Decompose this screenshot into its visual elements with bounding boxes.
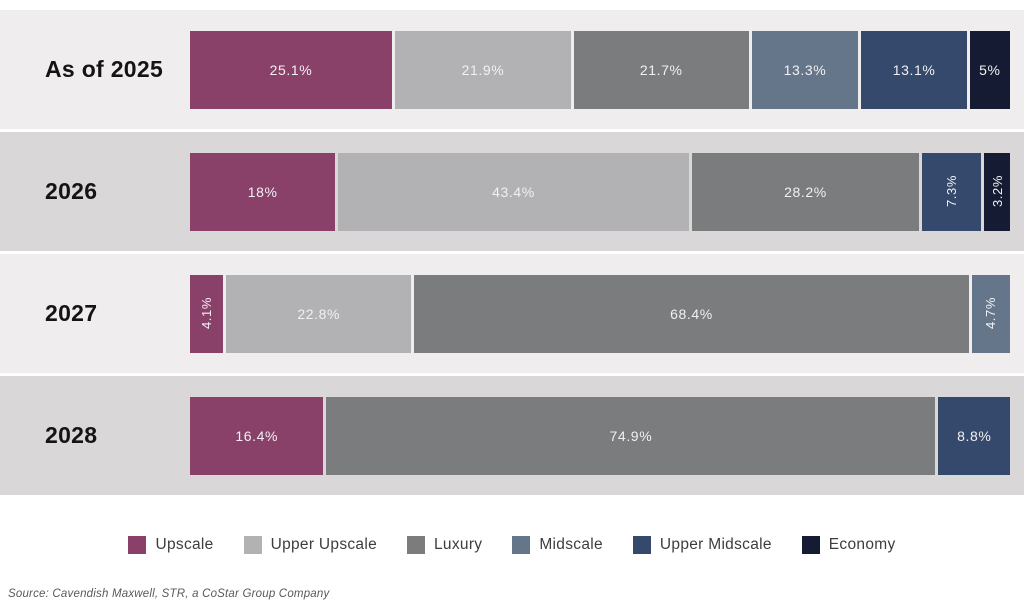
bar-segment-value-label: 3.2% [989, 175, 1005, 208]
row-year-label: As of 2025 [45, 56, 164, 82]
row-year-label: 2028 [45, 422, 98, 448]
chart-rows: As of 2025 25.1% 21.9% 21.7% 13.3% 13.1% 5% 2… [0, 10, 1024, 495]
bar-segment-value-label: 25.1% [269, 61, 313, 78]
legend-item-upscale: Upscale [128, 536, 213, 554]
bar-segment-value-label: 4.1% [199, 297, 215, 330]
chart-row: 2028 16.4% 74.9% 8.8% [0, 376, 1024, 495]
source-attribution: Source: Cavendish Maxwell, STR, a CoStar… [8, 588, 330, 600]
bar-segment-luxury: 21.7% [573, 30, 749, 109]
legend-item-label: Upper Upscale [270, 536, 378, 553]
bar-segment-value-label: 4.7% [983, 297, 999, 330]
legend-item-label: Economy [828, 536, 896, 553]
bar-segment-luxury: 68.4% [414, 274, 969, 353]
legend-swatch-icon [512, 536, 531, 554]
bar-segment-value-label: 5% [979, 61, 1001, 78]
legend-item-label: Upscale [155, 536, 214, 553]
bar-segment-value-label: 13.1% [892, 61, 936, 78]
legend-swatch-icon [407, 536, 426, 554]
bar-segment-value-label: 74.9% [609, 427, 653, 444]
legend-item-upper-upscale: Upper Upscale [243, 536, 378, 554]
bar-segment-midscale: 4.7% [971, 274, 1010, 353]
bar-segment-luxury: 74.9% [326, 396, 936, 475]
bar-segment-value-label: 8.8% [957, 427, 992, 444]
bar-segment-upper-midscale: 7.3% [922, 152, 982, 231]
legend-item-upper-midscale: Upper Midscale [632, 536, 772, 554]
bar-segment-upper-upscale: 21.9% [394, 30, 571, 109]
bar-segment-upscale: 4.1% [190, 274, 224, 353]
bar-segment-luxury: 28.2% [691, 152, 920, 231]
bar-segment-value-label: 21.9% [461, 61, 505, 78]
bar-track: 25.1% 21.9% 21.7% 13.3% 13.1% 5% [190, 30, 1010, 109]
legend-item-label: Midscale [539, 536, 603, 553]
bar-track: 18% 43.4% 28.2% 7.3% 3.2% [190, 152, 1010, 231]
legend-item-label: Luxury [434, 536, 483, 553]
chart-legend: Upscale Upper Upscale Luxury Midscale Up… [0, 536, 1024, 554]
bar-segment-upscale: 25.1% [190, 30, 392, 109]
row-year-label: 2027 [45, 300, 98, 326]
bar-segment-midscale: 13.3% [751, 30, 859, 109]
bar-track: 4.1% 22.8% 68.4% 4.7% [190, 274, 1010, 353]
bar-segment-economy: 3.2% [984, 152, 1010, 231]
bar-segment-value-label: 43.4% [492, 183, 535, 200]
chart-row: As of 2025 25.1% 21.9% 21.7% 13.3% 13.1% 5% [0, 10, 1024, 129]
bar-segment-upscale: 18% [190, 152, 336, 231]
bar-segment-upper-midscale: 13.1% [861, 30, 967, 109]
bar-segment-value-label: 21.7% [639, 61, 683, 78]
bar-segment-value-label: 16.4% [235, 427, 279, 444]
bar-segment-value-label: 68.4% [670, 305, 713, 322]
bar-segment-value-label: 7.3% [944, 175, 960, 208]
bar-track: 16.4% 74.9% 8.8% [190, 396, 1010, 475]
bar-segment-upper-midscale: 8.8% [938, 396, 1010, 475]
bar-segment-upper-upscale: 43.4% [338, 152, 689, 231]
legend-item-economy: Economy [801, 536, 896, 554]
bar-segment-value-label: 18% [247, 183, 278, 200]
bar-segment-upper-upscale: 22.8% [226, 274, 412, 353]
bar-segment-value-label: 13.3% [783, 61, 827, 78]
chart-row: 2027 4.1% 22.8% 68.4% 4.7% [0, 254, 1024, 373]
bar-segment-economy: 5% [969, 30, 1010, 109]
chart-row: 2026 18% 43.4% 28.2% 7.3% 3.2% [0, 132, 1024, 251]
row-year-label: 2026 [45, 178, 98, 204]
legend-swatch-icon [128, 536, 147, 554]
bar-segment-value-label: 22.8% [297, 305, 341, 322]
legend-item-label: Upper Midscale [659, 536, 772, 553]
bar-segment-upscale: 16.4% [190, 396, 324, 475]
legend-swatch-icon [632, 536, 651, 554]
legend-swatch-icon [243, 536, 262, 554]
legend-item-luxury: Luxury [407, 536, 482, 554]
legend-swatch-icon [801, 536, 820, 554]
legend-item-midscale: Midscale [512, 536, 603, 554]
bar-segment-value-label: 28.2% [784, 183, 827, 200]
